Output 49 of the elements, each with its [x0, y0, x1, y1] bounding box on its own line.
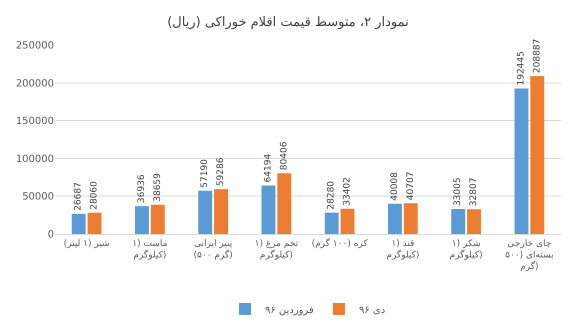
x-tick-label: ماست (۱ کیلوگرم) [132, 238, 168, 260]
data-label: 192445 [516, 51, 526, 86]
bar [324, 212, 339, 234]
legend-label: دی ۹۶ [358, 304, 386, 316]
x-tick-label: شکر (۱ کیلوگرم) [450, 238, 483, 260]
bar [214, 189, 228, 234]
bar [277, 173, 292, 234]
chart-title: نمودار ۲، متوسط قیمت اقلام خوراکی (ریال) [167, 14, 409, 30]
data-label: 80406 [279, 141, 290, 170]
y-tick-label: 150000 [16, 116, 54, 128]
data-label: 40707 [406, 172, 416, 200]
bar [135, 206, 149, 234]
bar [404, 203, 418, 234]
data-label: 64194 [263, 154, 274, 182]
data-label: 36936 [136, 174, 147, 204]
bar [340, 208, 354, 234]
data-label: 28280 [326, 180, 337, 210]
bar [150, 204, 165, 234]
bar [388, 204, 402, 234]
bar [198, 190, 212, 234]
x-tick-label: چای خارجی بسته‌ای (۵۰۰ گرم) [505, 238, 554, 272]
bar [262, 185, 276, 234]
x-tick-label: کره (۱۰۰ گرم) [312, 236, 368, 249]
legend-label: فروردین ۹۶ [265, 304, 314, 316]
data-label: 32807 [469, 178, 480, 206]
bar [530, 76, 544, 234]
y-tick-label: 100000 [16, 154, 54, 165]
data-label: 26687 [74, 182, 84, 211]
y-tick-label: 0 [48, 230, 54, 240]
x-tick-label: قند (۱ کیلوگرم) [386, 238, 420, 260]
bar [72, 214, 86, 234]
y-tick-label: 50000 [22, 192, 54, 203]
x-tick-label: پنیر ایرانی (۵۰۰ گرم) [194, 238, 233, 260]
bar [88, 212, 102, 234]
data-label: 208887 [532, 38, 542, 74]
data-label: 59286 [216, 157, 226, 186]
data-label: 33402 [342, 177, 353, 206]
data-label: 28060 [90, 180, 100, 210]
y-tick-label: 250000 [16, 40, 54, 52]
bar [451, 209, 466, 234]
data-label: 57190 [200, 158, 210, 188]
data-label: 38659 [152, 172, 163, 202]
x-tick-label: شیر (۱ لیتر) [64, 238, 110, 249]
y-tick-label: 200000 [16, 78, 54, 90]
data-label: 33005 [453, 177, 464, 206]
bar [467, 209, 481, 234]
x-tick-label: تخم مرغ (۱ کیلوگرم) [254, 238, 299, 260]
bar [514, 88, 528, 234]
data-label: 40008 [390, 172, 400, 201]
